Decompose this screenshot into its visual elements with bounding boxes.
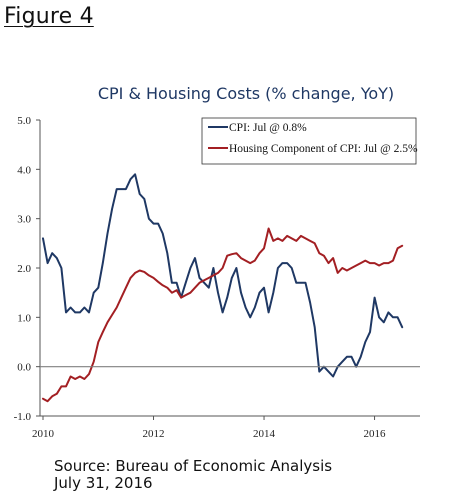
source-note: Source: Bureau of Economic Analysis July… — [54, 458, 332, 492]
y-tick-label: 3.0 — [17, 214, 31, 226]
source-line: Source: Bureau of Economic Analysis — [54, 457, 333, 475]
chart-title: CPI & Housing Costs (% change, YoY) — [98, 84, 394, 103]
cpi-series-line — [42, 173, 404, 378]
x-tick-label: 2014 — [253, 428, 276, 440]
legend: CPI: Jul @ 0.8% Housing Component of CPI:… — [201, 117, 418, 165]
y-tick-label: 1.0 — [17, 312, 31, 324]
legend-box — [201, 117, 417, 165]
y-tick-label: -1.0 — [14, 411, 32, 423]
series-layer — [42, 173, 404, 403]
y-tick-label: 5.0 — [17, 115, 31, 127]
y-tick-label: 4.0 — [17, 164, 31, 176]
x-axis-ticks: 2010 2012 2014 2016 — [32, 416, 386, 440]
y-tick-label: 0.0 — [17, 362, 31, 374]
x-tick-label: 2016 — [364, 428, 387, 440]
y-axis-ticks: 5.0 4.0 3.0 2.0 1.0 0.0 -1.0 — [14, 115, 40, 423]
legend-label: Housing Component of CPI: Jul @ 2.5% — [229, 143, 418, 155]
y-tick-label: 2.0 — [17, 263, 31, 275]
source-date: July 31, 2016 — [54, 474, 153, 492]
legend-label: CPI: Jul @ 0.8% — [229, 122, 307, 134]
x-tick-label: 2010 — [32, 428, 55, 440]
figure-label: Figure 4 — [4, 4, 94, 29]
housing-series-line — [42, 227, 404, 403]
x-tick-label: 2012 — [143, 428, 165, 440]
